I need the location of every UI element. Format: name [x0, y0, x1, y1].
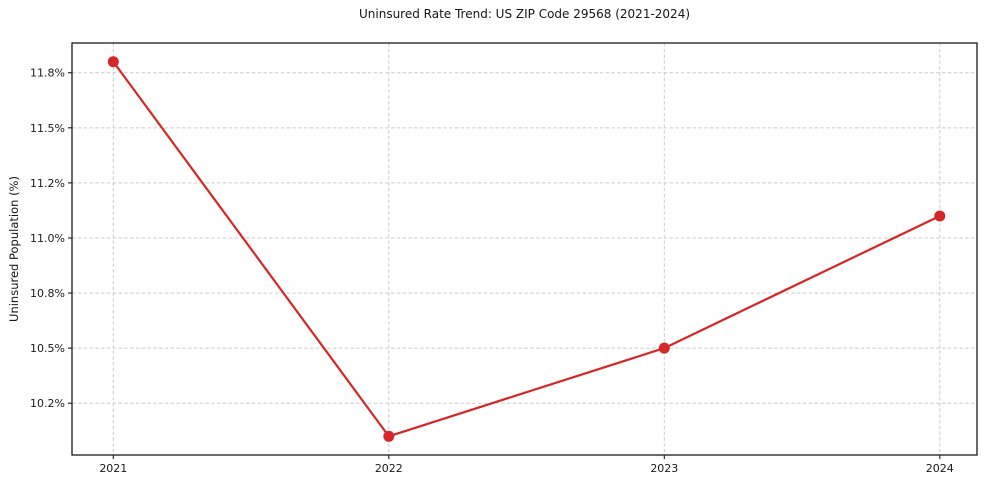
y-tick-label: 11.8% — [30, 67, 65, 80]
x-tick-label: 2024 — [926, 462, 954, 475]
y-tick-label: 11.2% — [30, 177, 65, 190]
data-point-2023 — [658, 342, 670, 354]
x-tick-label: 2021 — [99, 462, 127, 475]
x-tick-label: 2023 — [650, 462, 678, 475]
trend-line — [112, 60, 941, 438]
y-tick-label: 10.8% — [30, 287, 65, 300]
x-tick-label: 2022 — [375, 462, 403, 475]
y-tick-label: 10.5% — [30, 342, 65, 355]
data-point-2024 — [934, 210, 946, 222]
plot-border — [71, 42, 978, 456]
data-point-2021 — [107, 56, 119, 68]
chart-title: Uninsured Rate Trend: US ZIP Code 29568 … — [358, 7, 691, 21]
y-tick-label: 11.0% — [30, 232, 65, 245]
y-tick-label: 10.2% — [30, 397, 65, 410]
y-tick-label: 11.5% — [30, 122, 65, 135]
data-point-2022 — [383, 430, 395, 442]
